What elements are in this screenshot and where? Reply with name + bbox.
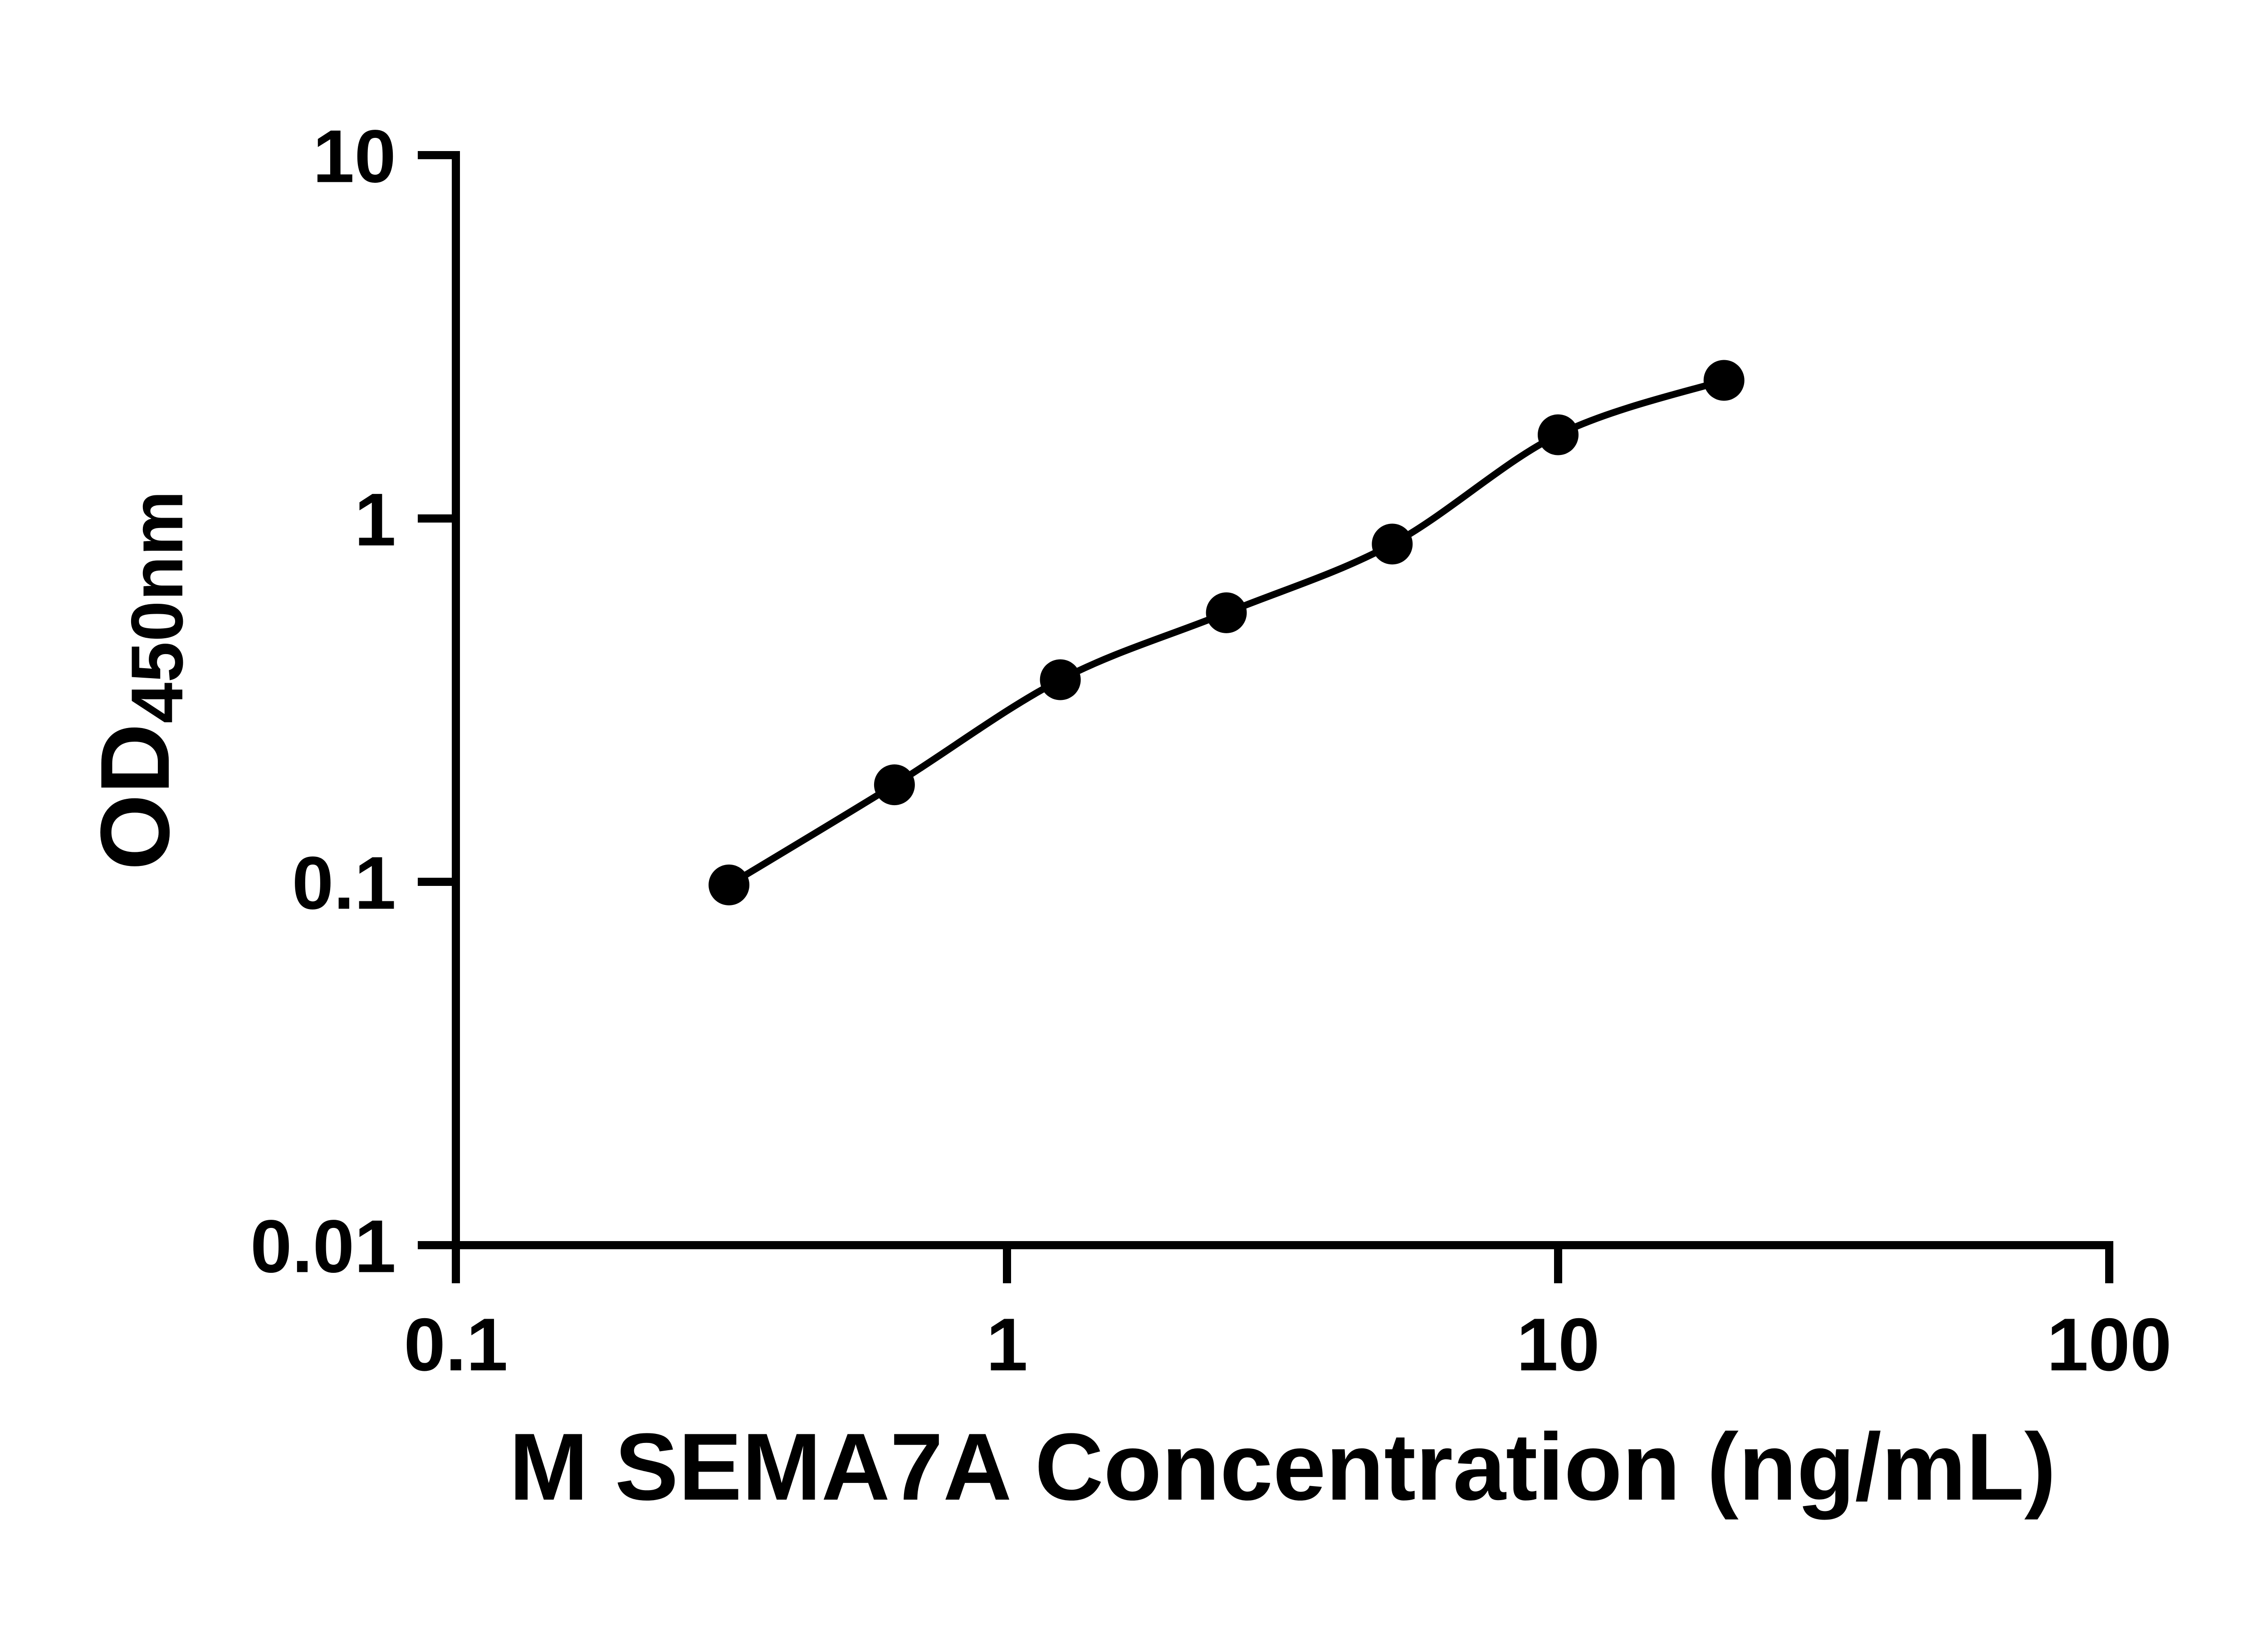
x-axis-title: M SEMA7A Concentration (ng/mL) — [509, 1414, 2056, 1520]
y-tick-label: 0.01 — [250, 1204, 396, 1288]
y-tick-label: 10 — [313, 114, 396, 198]
data-point-marker — [1206, 592, 1247, 633]
data-point-marker — [709, 864, 750, 905]
x-tick-label: 1 — [986, 1303, 1028, 1386]
data-point-marker — [1040, 659, 1081, 700]
data-point-marker — [874, 764, 915, 806]
x-tick-label: 0.1 — [404, 1303, 508, 1386]
y-axis-title: OD450nm — [80, 490, 199, 870]
data-point-marker — [1703, 360, 1745, 401]
data-point-marker — [1538, 414, 1579, 455]
y-tick-label: 0.1 — [292, 841, 396, 924]
x-tick-label: 10 — [1516, 1303, 1600, 1386]
data-point-marker — [1372, 523, 1413, 565]
y-axis-title-main: OD — [82, 723, 191, 870]
y-axis-title-subscript: 450nm — [117, 490, 199, 724]
x-tick-label: 100 — [2047, 1303, 2171, 1386]
y-tick-label: 1 — [354, 478, 396, 561]
